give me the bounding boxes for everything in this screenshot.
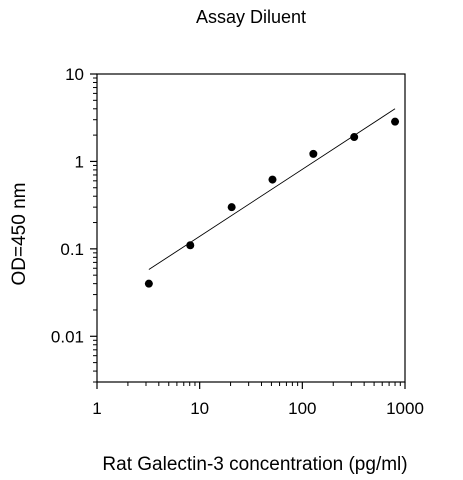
y-tick-label: 0.1: [60, 240, 84, 259]
data-points-layer: [144, 117, 400, 288]
data-point: [268, 175, 277, 184]
x-axis-label: Rat Galectin-3 concentration (pg/ml): [102, 454, 407, 475]
x-tick-label: 1: [92, 399, 101, 418]
fit-line-layer: [148, 108, 396, 270]
data-point: [227, 203, 236, 212]
y-tick-label: 10: [65, 65, 84, 84]
data-point: [391, 117, 400, 126]
fit-line: [148, 108, 396, 270]
data-point: [350, 133, 359, 142]
x-tick-label: 10: [190, 399, 209, 418]
y-tick-label: 0.01: [51, 327, 84, 346]
chart-title: Assay Diluent: [196, 7, 306, 27]
plot-border: [96, 73, 406, 383]
x-tick-label: 1000: [386, 399, 424, 418]
y-axis-label: OD=450 nm: [9, 183, 30, 286]
data-point: [144, 279, 153, 288]
x-tick-label: 100: [288, 399, 316, 418]
data-point: [309, 149, 318, 158]
plot-frame: [96, 73, 406, 383]
data-point: [186, 241, 195, 250]
y-axis-ticks: 0.01 0.1 1 10: [51, 65, 97, 383]
y-tick-label: 1: [75, 152, 84, 171]
x-axis-ticks: 1 10 100 1000: [92, 382, 424, 418]
